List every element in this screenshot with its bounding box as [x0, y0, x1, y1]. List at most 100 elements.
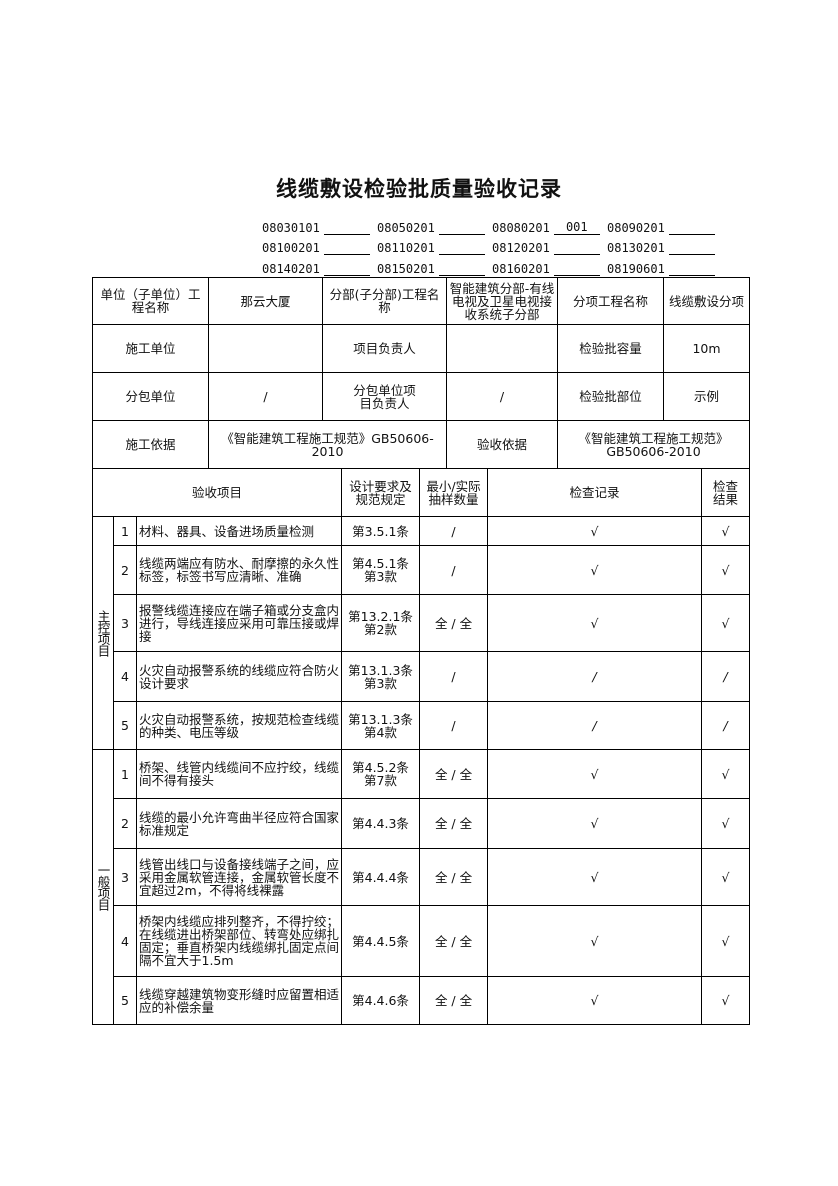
- main-control-items-label: 主控项目: [92, 516, 114, 750]
- table-row: 一般项目 1 桥架、线管内线缆间不应拧绞，线缆间不得有接头 第4.5.2条第7款全 /…: [92, 749, 751, 1025]
- inspection-result: √: [701, 848, 751, 906]
- construction-basis-label: 施工依据: [92, 420, 209, 469]
- capacity-label: 检验批容量: [557, 324, 664, 373]
- code-item: 08110201: [377, 235, 492, 255]
- sample-quantity: /: [419, 516, 489, 546]
- code-value-field: [553, 240, 600, 255]
- design-clause: 第4.4.3条: [341, 798, 421, 849]
- item-description: 火灾自动报警系统的线缆应符合防火设计要求: [135, 651, 343, 702]
- sample-quantity: /: [419, 701, 489, 750]
- design-clause: 第3.5.1条: [341, 516, 421, 546]
- code-item: 08130201: [607, 235, 717, 255]
- inspection-record: /: [487, 651, 703, 702]
- row-number: 3: [113, 594, 137, 652]
- contractor-value: [208, 324, 323, 373]
- inspection-result: √: [701, 516, 751, 546]
- table-row: 4 火灾自动报警系统的线缆应符合防火设计要求 第13.1.3条第3款 / / /: [93, 651, 751, 702]
- design-clause: 第4.4.5条: [341, 905, 421, 977]
- row-number: 5: [113, 976, 137, 1025]
- unit-label: 单位（子单位）工程名称: [92, 277, 209, 325]
- inspection-record: /: [487, 701, 703, 750]
- sub-manager-label: 分包单位项目负责人: [322, 372, 447, 421]
- manager-value: [446, 324, 558, 373]
- row-number: 1: [113, 749, 137, 799]
- code-row: 08030101 08050201 08080201 001 08090201: [262, 214, 717, 235]
- code-number: 08150201: [377, 261, 435, 276]
- header-item: 验收项目: [91, 468, 343, 517]
- design-clause: 第4.5.1条第3款: [341, 545, 421, 595]
- design-clause: 第13.1.3条第4款: [341, 701, 421, 750]
- division-label: 分部(子分部)工程名称: [322, 277, 447, 325]
- item-description: 线缆两端应有防水、耐摩擦的永久性标签，标签书写应清晰、准确: [135, 545, 343, 595]
- item-description: 线缆穿越建筑物变形缝时应留置相适应的补偿余量: [135, 976, 343, 1025]
- design-clause: 第13.2.1条第2款: [341, 594, 421, 652]
- code-value-field: [438, 220, 485, 235]
- code-item: 08100201: [262, 235, 377, 255]
- code-item: 08050201: [377, 214, 492, 235]
- table-row: 5 线缆穿越建筑物变形缝时应留置相适应的补偿余量 第4.4.6条全 / 全 √ √: [93, 976, 751, 1025]
- row-number: 2: [113, 545, 137, 595]
- code-row: 08140201 08150201 08160201 08190601: [262, 255, 717, 276]
- sample-quantity: 全 / 全: [419, 594, 489, 652]
- manager-label: 项目负责人: [322, 324, 447, 373]
- code-item: 08150201: [377, 255, 492, 276]
- code-number: 08090201: [607, 220, 665, 235]
- header-record: 检查记录: [487, 468, 703, 517]
- document-title: 线缆敷设检验批质量验收记录: [276, 177, 562, 201]
- code-number: 08160201: [492, 261, 550, 276]
- code-number: 08030101: [262, 220, 320, 235]
- design-clause: 第13.1.3条第3款: [341, 651, 421, 702]
- table-row: 主控项目 1 材料、器具、设备进场质量检测 第3.5.1条 / √ √: [92, 516, 751, 750]
- general-items-label: 一般项目: [92, 749, 114, 1025]
- inspection-record: √: [487, 905, 703, 977]
- table-row: 5 火灾自动报警系统，按规范检查线缆的种类、电压等级 第13.1.3条第4款 / / /: [93, 701, 751, 750]
- row-number: 3: [113, 848, 137, 906]
- code-value-field: 001: [553, 220, 600, 235]
- code-value-field: [323, 261, 370, 276]
- code-number: 08190601: [607, 261, 665, 276]
- header-sample: 最小/实际抽样数量: [419, 468, 489, 517]
- item-description: 桥架内线缆应排列整齐，不得拧绞；在线缆进出桥架部位、转弯处应绑扎固定；垂直桥架内…: [135, 905, 343, 977]
- construction-basis-value: 《智能建筑工程施工规范》GB50606-2010: [208, 420, 447, 469]
- item-description: 线缆的最小允许弯曲半径应符合国家标准规定: [135, 798, 343, 849]
- inspection-result: √: [701, 594, 751, 652]
- code-number: 08080201: [492, 220, 550, 235]
- table-row: 3 报警线缆连接应在端子箱或分支盒内进行，导线连接应采用可靠压接或焊接 第13.2.…: [93, 594, 751, 652]
- inspection-codes: 08030101 08050201 08080201 001 08090201 08100…: [262, 214, 717, 276]
- code-value-field: [668, 261, 715, 276]
- table-row: 2 线缆的最小允许弯曲半径应符合国家标准规定 第4.4.3条全 / 全 √ √: [93, 798, 751, 849]
- code-value-field: [438, 261, 485, 276]
- capacity-value: 10m: [663, 324, 750, 373]
- item-description: 火灾自动报警系统，按规范检查线缆的种类、电压等级: [135, 701, 343, 750]
- location-label: 检验批部位: [557, 372, 664, 421]
- design-clause: 第4.4.4条: [341, 848, 421, 906]
- code-value-field: [668, 240, 715, 255]
- code-item: 08160201: [492, 255, 607, 276]
- code-number: 08100201: [262, 241, 320, 255]
- inspection-result: /: [701, 651, 751, 702]
- code-item: 08120201: [492, 235, 607, 255]
- code-number: 08050201: [377, 220, 435, 235]
- contractor-label: 施工单位: [92, 324, 209, 373]
- header-result: 检查结果: [701, 468, 751, 517]
- sample-quantity: 全 / 全: [419, 749, 489, 799]
- design-clause: 第4.4.6条: [341, 976, 421, 1025]
- code-item: 08090201: [607, 214, 717, 235]
- project-info-table: 单位（子单位）工程名称 那云大厦 分部(子分部)工程名称 智能建筑分部-有线电视…: [92, 277, 750, 469]
- code-number: 08130201: [607, 241, 665, 255]
- inspection-record: √: [487, 848, 703, 906]
- row-number: 2: [113, 798, 137, 849]
- sub-manager-value: /: [446, 372, 558, 421]
- sample-quantity: 全 / 全: [419, 905, 489, 977]
- code-number: 08140201: [262, 261, 320, 276]
- inspection-result: /: [701, 701, 751, 750]
- header-design: 设计要求及规范规定: [341, 468, 421, 517]
- inspection-record: √: [487, 749, 703, 799]
- table-row: 4 桥架内线缆应排列整齐，不得拧绞；在线缆进出桥架部位、转弯处应绑扎固定；垂直桥架…: [93, 905, 751, 977]
- inspection-record: √: [487, 545, 703, 595]
- inspection-record: √: [487, 976, 703, 1025]
- inspection-result: √: [701, 749, 751, 799]
- subitem-label: 分项工程名称: [557, 277, 664, 325]
- inspection-record: √: [487, 798, 703, 849]
